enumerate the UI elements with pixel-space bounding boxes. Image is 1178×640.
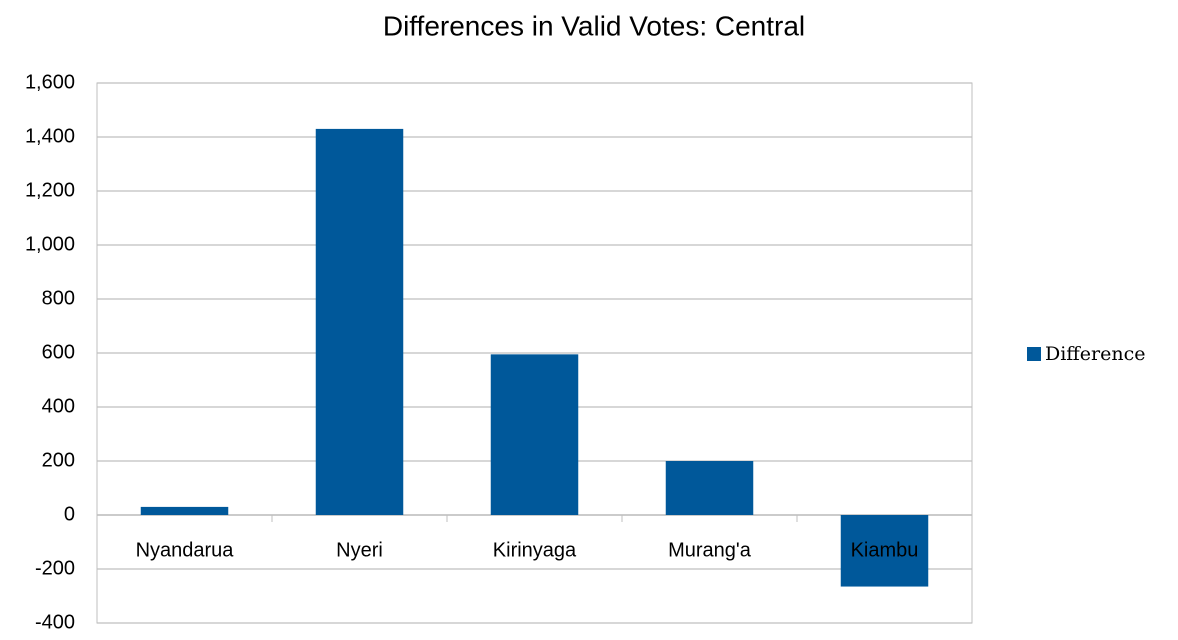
y-tick-label: 600 [42,341,75,363]
y-tick-label: 400 [42,395,75,417]
chart-title: Differences in Valid Votes: Central [383,10,805,41]
y-tick-label: 200 [42,449,75,471]
y-tick-label: -400 [35,611,75,633]
y-tick-label: 1,000 [25,233,75,255]
x-tick-label: Kirinyaga [493,539,577,561]
y-tick-label: -200 [35,557,75,579]
bar [140,506,229,515]
y-tick-label: 1,200 [25,179,75,201]
y-tick-label: 1,600 [25,71,75,93]
bar [490,354,579,515]
y-tick-label: 1,400 [25,125,75,147]
y-tick-label: 0 [64,503,75,525]
x-tick-label: Murang'a [668,539,752,561]
legend-label: Difference [1045,343,1146,365]
x-tick-label: Nyeri [336,539,383,561]
bar [315,128,404,515]
x-tick-label: Nyandarua [136,539,235,561]
legend-swatch [1027,347,1041,361]
y-tick-label: 800 [42,287,75,309]
bar [665,461,754,515]
x-tick-label: Kiambu [851,539,919,561]
bar [840,515,929,587]
